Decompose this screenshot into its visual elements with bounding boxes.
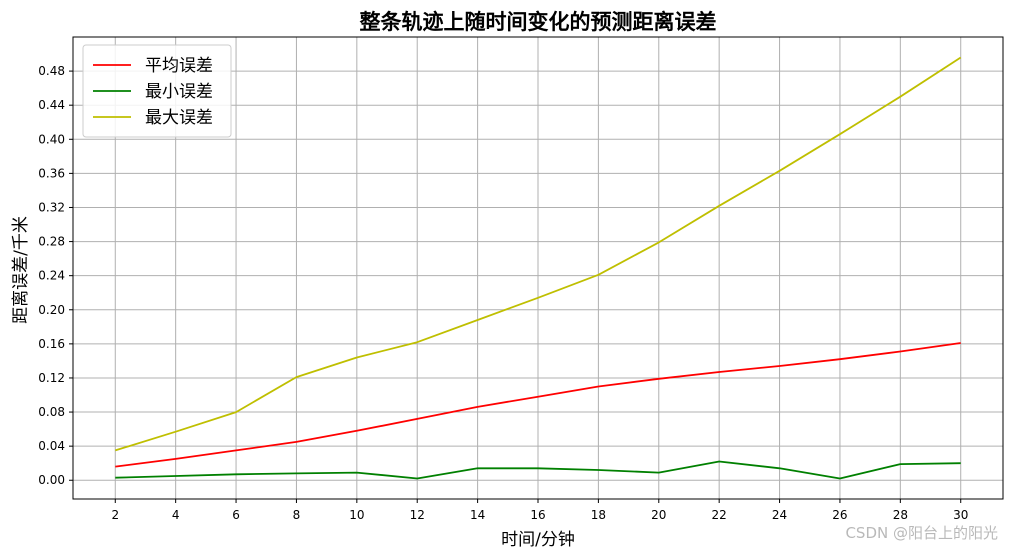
grid	[73, 37, 1003, 499]
y-tick-label: 0.04	[38, 439, 65, 453]
x-tick-label: 16	[530, 508, 545, 522]
x-axis-ticks: 2 4 6 8 10 12 14 16 18 20 22 24 26 28 30	[111, 499, 968, 522]
x-tick-label: 6	[232, 508, 240, 522]
x-tick-label: 12	[410, 508, 425, 522]
legend-label-1: 最小误差	[145, 82, 213, 102]
y-tick-label: 0.16	[38, 337, 65, 351]
x-tick-label: 30	[953, 508, 968, 522]
x-axis-label: 时间/分钟	[501, 530, 575, 550]
chart-title: 整条轨迹上随时间变化的预测距离误差	[360, 10, 717, 34]
y-tick-label: 0.08	[38, 405, 65, 419]
y-tick-label: 0.32	[38, 200, 65, 214]
x-tick-label: 18	[591, 508, 606, 522]
x-tick-label: 28	[893, 508, 908, 522]
legend-box	[82, 44, 232, 138]
x-tick-label: 8	[293, 508, 301, 522]
series-line-0	[115, 342, 961, 468]
series-line-1	[115, 460, 961, 480]
series-line-2	[115, 56, 962, 452]
y-axis-label: 距离误差/千米	[11, 216, 31, 324]
x-tick-label: 14	[470, 508, 485, 522]
x-tick-label: 20	[651, 508, 666, 522]
y-tick-label: 0.48	[38, 64, 65, 78]
watermark: CSDN @阳台上的阳光	[845, 524, 998, 542]
y-tick-label: 0.36	[38, 166, 65, 180]
series-lines	[115, 56, 962, 480]
y-tick-label: 0.40	[38, 132, 65, 146]
x-tick-label: 24	[772, 508, 787, 522]
y-tick-label: 0.44	[38, 98, 65, 112]
legend-label-0: 平均误差	[145, 56, 213, 76]
x-tick-label: 4	[172, 508, 180, 522]
x-tick-label: 22	[712, 508, 727, 522]
legend-label-2: 最大误差	[145, 108, 213, 128]
x-tick-label: 10	[349, 508, 364, 522]
y-tick-label: 0.24	[38, 269, 65, 283]
x-tick-label: 26	[832, 508, 847, 522]
y-tick-label: 0.12	[38, 371, 65, 385]
y-tick-label: 0.20	[38, 303, 65, 317]
y-tick-label: 0.28	[38, 235, 65, 249]
y-tick-label: 0.00	[38, 473, 65, 487]
x-tick-label: 2	[111, 508, 119, 522]
y-axis-ticks: 0.00 0.04 0.08 0.12 0.16 0.20 0.24 0.28 0.32 0.36…	[38, 64, 73, 487]
